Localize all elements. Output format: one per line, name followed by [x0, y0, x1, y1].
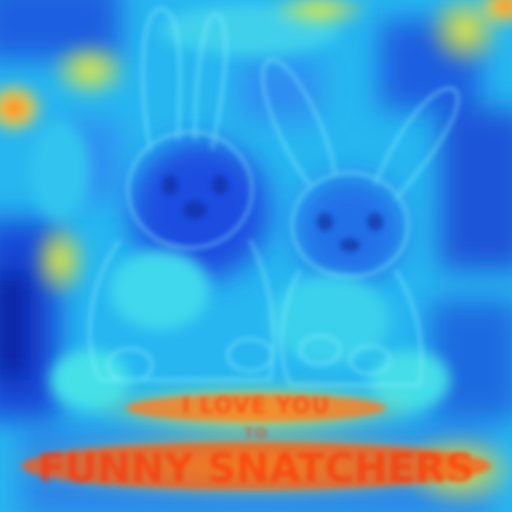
bunny-faces — [162, 175, 383, 252]
caption-line-2: TO — [244, 426, 268, 442]
caption-line-3: FUNNY SNATCHERS — [37, 446, 475, 492]
bunny-outlines — [88, 7, 459, 387]
caption-line-1: I LOVE YOU — [181, 394, 331, 419]
caption-hot-band — [21, 394, 491, 490]
